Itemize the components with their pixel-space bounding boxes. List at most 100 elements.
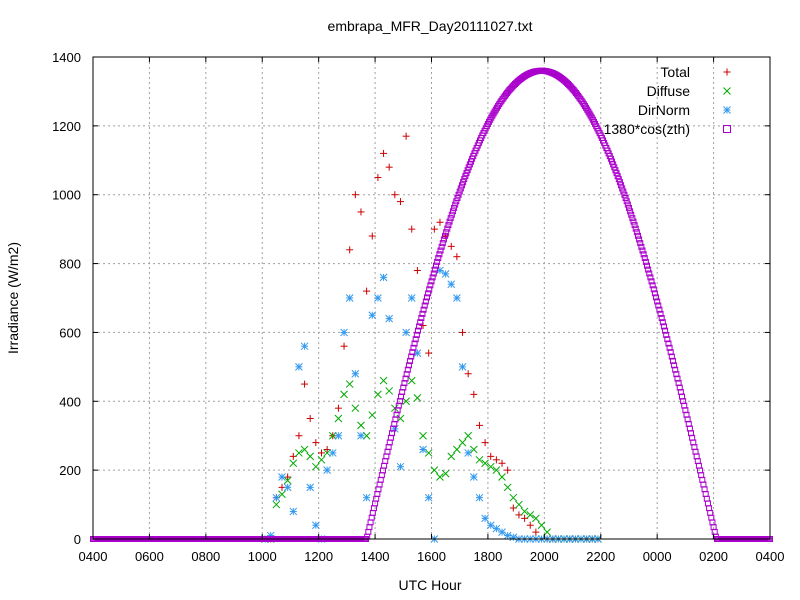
- legend-swatch: [723, 125, 731, 133]
- curve-point: [423, 294, 430, 301]
- data-point: [447, 242, 455, 250]
- curve-point: [656, 306, 663, 313]
- data-point: [520, 507, 529, 516]
- data-point: [334, 431, 343, 440]
- data-point: [272, 500, 281, 509]
- chart-title: embrapa_MFR_Day20111027.txt: [328, 18, 533, 34]
- curve-point: [630, 218, 637, 225]
- y-axis-label: Irradiance (W/m2): [5, 242, 21, 354]
- curve-point: [454, 195, 461, 202]
- data-point: [402, 328, 410, 337]
- data-point: [301, 380, 309, 388]
- data-point: [504, 466, 512, 474]
- y-tick-label: 400: [59, 394, 81, 409]
- curve-point: [633, 229, 640, 236]
- legend-swatch: [723, 106, 731, 114]
- data-point: [385, 163, 393, 171]
- data-point: [481, 459, 489, 468]
- curve-point: [458, 182, 465, 189]
- curve-point: [460, 179, 467, 186]
- curve-point: [414, 327, 421, 334]
- y-tick-label: 800: [59, 257, 81, 272]
- y-tick-label: 600: [59, 325, 81, 340]
- y-tick-label: 1200: [52, 119, 81, 134]
- curve-point: [417, 319, 424, 326]
- data-point: [515, 500, 523, 509]
- curve-point: [655, 302, 662, 309]
- x-tick-label: 0800: [191, 549, 220, 564]
- data-point: [526, 521, 534, 529]
- curve-point: [431, 266, 438, 273]
- data-point: [425, 349, 433, 357]
- data-point: [481, 514, 489, 523]
- data-point: [470, 390, 478, 398]
- curve-point: [422, 298, 429, 305]
- data-point: [295, 363, 303, 371]
- data-point: [340, 328, 348, 337]
- data-point: [475, 493, 484, 502]
- curve-point: [651, 290, 658, 297]
- data-point: [430, 466, 439, 474]
- data-point: [464, 449, 473, 457]
- curve-point: [648, 278, 655, 285]
- legend-entry-diffuse: Diffuse: [647, 83, 731, 99]
- data-point: [441, 270, 450, 278]
- data-point: [419, 431, 427, 440]
- x-tick-label: 0000: [643, 549, 672, 564]
- data-layer: [90, 67, 773, 543]
- data-point: [498, 459, 506, 467]
- data-point: [487, 452, 495, 460]
- data-point: [283, 483, 292, 492]
- data-point: [424, 493, 433, 502]
- data-point: [374, 390, 382, 399]
- data-point: [407, 376, 416, 385]
- curve-point: [448, 211, 455, 218]
- x-tick-label: 1200: [304, 549, 333, 564]
- curve-point: [452, 201, 459, 208]
- x-tick-label: 0400: [79, 549, 108, 564]
- legend-entry-dirnorm: DirNorm: [638, 102, 731, 118]
- curve-point: [404, 366, 411, 373]
- data-point: [475, 455, 484, 464]
- x-tick-label: 1400: [361, 549, 390, 564]
- legend-label: DirNorm: [638, 102, 690, 118]
- data-point: [396, 462, 405, 471]
- data-point: [306, 415, 314, 422]
- curve-point: [455, 191, 462, 198]
- x-axis-label: UTC Hour: [398, 577, 461, 593]
- data-point: [537, 521, 546, 530]
- curve-point: [444, 225, 451, 232]
- data-point: [469, 445, 478, 454]
- curve-point: [451, 204, 458, 211]
- curve-point: [416, 323, 423, 330]
- data-point: [272, 493, 281, 502]
- curve-point: [438, 243, 445, 250]
- curve-point: [646, 270, 653, 277]
- curve-point: [660, 323, 667, 330]
- data-point: [458, 363, 467, 371]
- legend-label: Total: [660, 64, 690, 80]
- curve-point: [629, 215, 636, 222]
- data-point: [311, 462, 320, 471]
- curve-point: [676, 384, 683, 391]
- data-point: [380, 149, 388, 157]
- curve-point: [632, 225, 639, 232]
- curve-point: [400, 384, 407, 391]
- data-point: [362, 493, 371, 502]
- curve-point: [669, 357, 676, 364]
- curve-point: [430, 270, 437, 277]
- data-point: [278, 473, 286, 481]
- curve-point: [426, 286, 433, 293]
- curve-point: [664, 336, 671, 343]
- curve-point: [647, 274, 654, 281]
- curve-point: [619, 185, 626, 192]
- data-point: [486, 462, 495, 471]
- data-point: [278, 490, 286, 499]
- data-point: [407, 294, 416, 302]
- curve-point: [453, 198, 460, 205]
- data-point: [328, 449, 337, 457]
- curve-point: [654, 298, 661, 305]
- data-point: [441, 469, 450, 478]
- curve-point: [649, 282, 656, 289]
